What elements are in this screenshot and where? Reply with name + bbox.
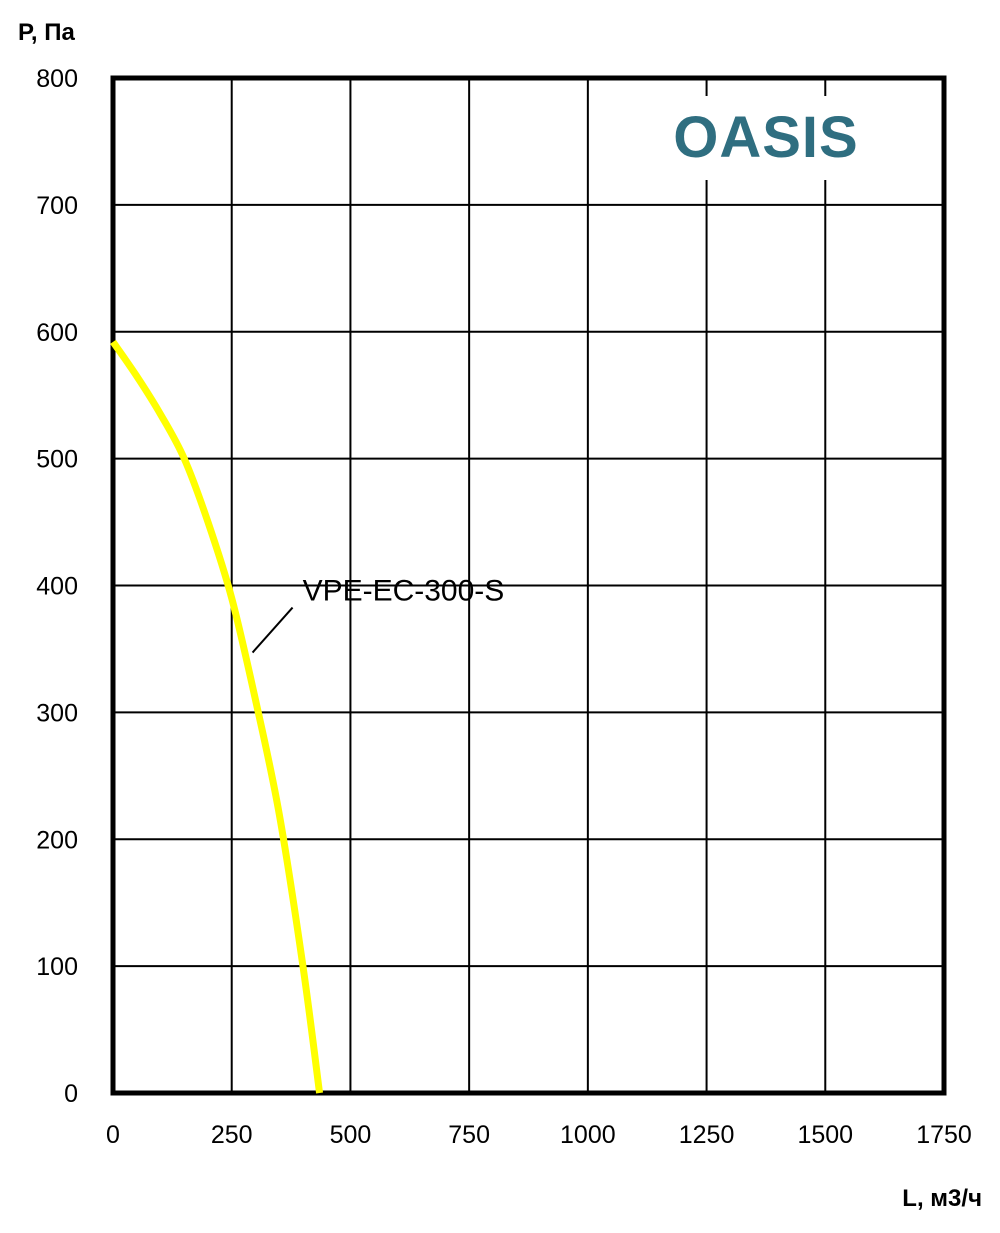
x-tick-label: 1000 [560, 1121, 616, 1149]
y-tick-label: 600 [36, 319, 78, 347]
oasis-logo: OASIS [673, 105, 859, 170]
annotations-layer: VPE-EC-300-S [251, 575, 505, 654]
plot-frame [110, 75, 947, 1096]
y-tick-label: 500 [36, 446, 78, 474]
grid [113, 78, 944, 1093]
series-line-vpe-ec-300-s [110, 339, 324, 1094]
y-tick-label: 0 [64, 1080, 78, 1108]
series-layer [110, 339, 324, 1094]
tick-labels: 0 250 500 750 1000 1250 1500 1750 0 100 200 300 400 5… [36, 65, 972, 1149]
x-tick-label: 1500 [797, 1121, 853, 1149]
x-tick-label: 250 [211, 1121, 253, 1149]
x-tick-label: 0 [106, 1121, 120, 1149]
annotation-leader-line [251, 606, 294, 654]
x-tick-label: 750 [448, 1121, 490, 1149]
y-axis-title: P, Па [18, 19, 76, 46]
series-label: VPE-EC-300-S [303, 575, 505, 608]
y-tick-label: 100 [36, 953, 78, 981]
logo-background [660, 96, 875, 180]
x-tick-label: 1250 [679, 1121, 735, 1149]
x-tick-label: 500 [330, 1121, 372, 1149]
y-tick-label: 300 [36, 699, 78, 727]
x-axis-title: L, м3/ч [902, 1185, 982, 1212]
y-tick-label: 400 [36, 573, 78, 601]
y-tick-label: 800 [36, 65, 78, 93]
x-tick-label: 1750 [916, 1121, 972, 1149]
y-tick-label: 200 [36, 826, 78, 854]
y-tick-label: 700 [36, 192, 78, 220]
